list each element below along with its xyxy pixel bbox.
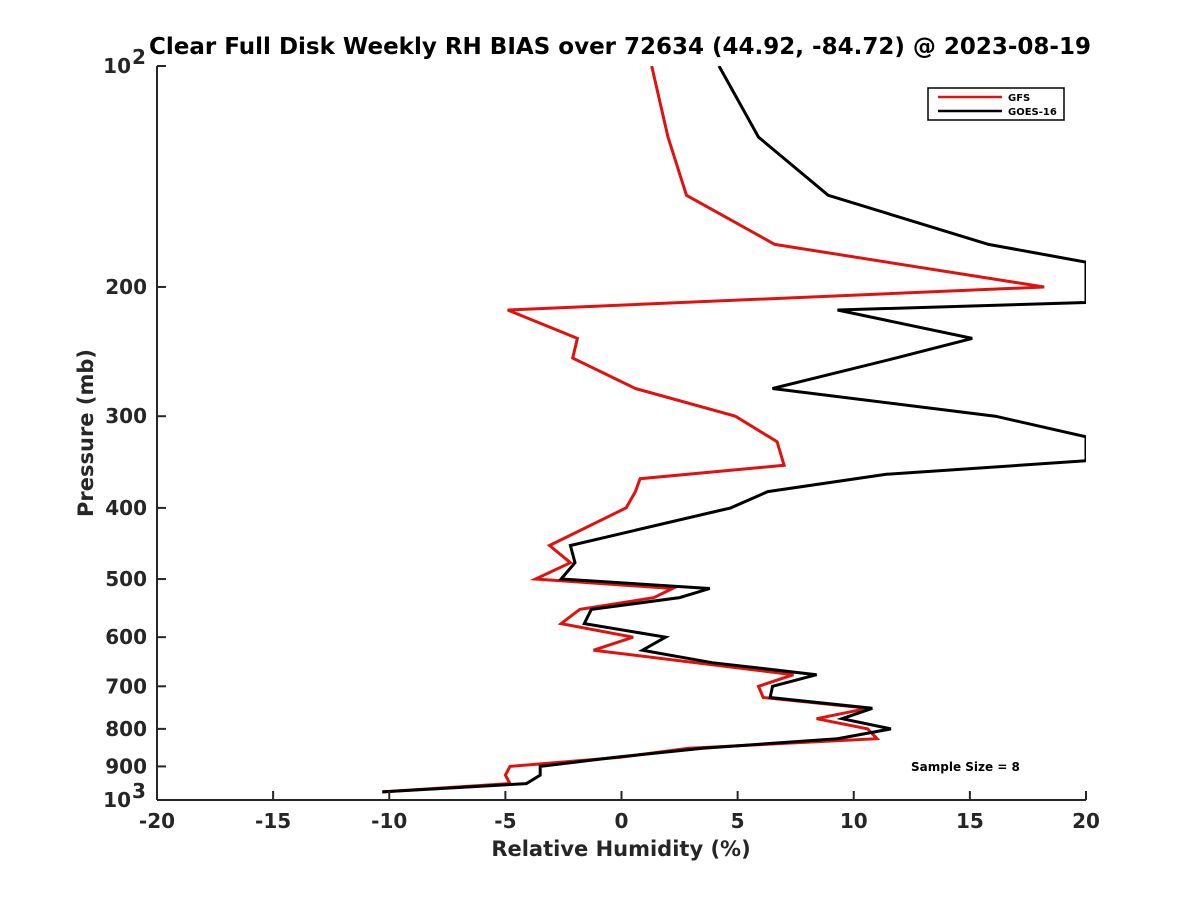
x-tick-label: 15: [956, 809, 984, 833]
legend-box: [927, 87, 1065, 121]
y-tick-label: 500: [105, 567, 147, 591]
x-axis-label: Relative Humidity (%): [491, 837, 750, 861]
x-tick-label: -5: [494, 809, 516, 833]
sample-size-annotation: Sample Size = 8: [911, 760, 1020, 774]
chart-title: Clear Full Disk Weekly RH BIAS over 7263…: [149, 34, 1091, 60]
y-tick-label: 10: [103, 54, 131, 78]
y-tick-exponent: 2: [132, 45, 146, 69]
x-tick-label: 20: [1072, 809, 1100, 833]
y-tick-exponent: 3: [132, 779, 146, 803]
y-tick-label: 600: [105, 625, 147, 649]
x-tick-label: -10: [371, 809, 407, 833]
x-tick-label: -20: [139, 809, 175, 833]
series-line-gfs: [382, 66, 1045, 794]
y-tick-label: 200: [105, 275, 147, 299]
x-ticks: -20 -15 -10 -5 0 5 10 15 20: [139, 791, 1100, 833]
x-tick-label: 5: [731, 809, 745, 833]
legend-label-goes16: GOES-16: [1008, 107, 1057, 118]
legend: GFS GOES-16: [927, 87, 1065, 121]
legend-label-gfs: GFS: [1008, 93, 1030, 104]
series-group: [382, 66, 1086, 794]
y-tick-label: 400: [105, 496, 147, 520]
y-tick-label: 700: [105, 674, 147, 698]
y-tick-label: 300: [105, 404, 147, 428]
y-tick-label: 900: [105, 754, 147, 778]
y-tick-label: 10: [103, 788, 131, 812]
x-tick-label: 10: [840, 809, 868, 833]
y-axis-label: Pressure (mb): [74, 349, 98, 517]
series-line-goes16: [382, 66, 1086, 794]
x-tick-label: -15: [255, 809, 291, 833]
x-tick-label: 0: [615, 809, 629, 833]
y-tick-label: 800: [105, 717, 147, 741]
